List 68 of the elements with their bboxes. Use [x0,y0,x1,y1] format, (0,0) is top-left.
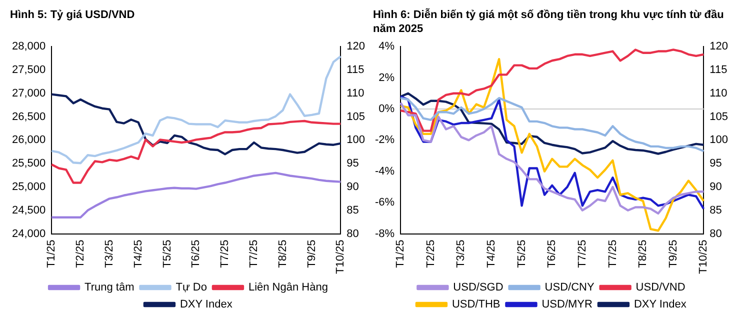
x-tick-label: T1/25 [394,240,407,268]
y2-tick-label: 80 [710,228,722,240]
x-tick-label: T10/25 [334,240,347,274]
x-tick-label: T3/25 [455,240,468,268]
y2-tick-label: 100 [346,134,366,146]
x-tick-label: T6/25 [190,240,202,268]
legend-label: USD/SGD [453,282,504,294]
legend-label: Tự Do [176,282,207,294]
y-tick-label: 25,000 [12,180,46,193]
y-tick-label: 0% [378,103,395,116]
y2-tick-label: 95 [346,158,359,170]
x-tick-label: T4/25 [132,240,144,268]
y-tick-label: -2% [375,134,395,146]
y-tick-label: 26,000 [12,134,46,146]
x-tick-label: T7/25 [576,240,588,268]
y2-tick-label: 105 [710,110,728,123]
y2-tick-label: 110 [346,87,364,100]
y2-tick-label: 115 [346,64,364,76]
y-tick-label: -6% [375,196,395,209]
y-tick-label: 4% [378,40,395,53]
y2-tick-label: 110 [710,87,728,100]
y-tick-label: 25,500 [12,158,46,170]
y-tick-label: 24,000 [12,228,46,240]
x-tick-label: T8/25 [637,240,650,268]
y2-tick-label: 85 [346,204,359,216]
x-tick-label: T1/25 [46,240,58,268]
x-tick-label: T10/25 [698,240,710,274]
legend-label: Liên Ngân Hàng [248,282,328,294]
x-tick-label: T8/25 [276,240,289,268]
y-tick-label: -8% [375,228,395,240]
y2-tick-label: 120 [710,40,728,53]
x-tick-label: T2/25 [74,240,87,268]
y-tick-label: 24,500 [12,204,46,216]
y2-tick-label: 90 [346,180,359,193]
y2-tick-label: 85 [710,204,722,216]
legend-label: USD/VND [636,282,686,294]
y2-tick-label: 105 [346,110,366,123]
x-tick-label: T6/25 [546,240,558,268]
x-tick-label: T5/25 [516,240,528,268]
legend-label: DXY Index [634,298,687,311]
legend-label: USD/MYR [542,298,593,311]
x-tick-label: T7/25 [606,240,619,268]
x-tick-label: T7/25 [248,240,260,268]
x-tick-label: T7/25 [219,240,232,268]
y-tick-label: 27,500 [12,64,46,76]
x-tick-label: T9/25 [306,240,318,268]
y2-tick-label: 90 [710,180,722,193]
x-tick-label: T3/25 [103,240,116,268]
y-tick-label: 28,000 [12,40,46,53]
chart-title: Hình 6: Diễn biến tỷ giá một số đồng tiền trong khu vực tính từ đầu năm 2025 [372,8,725,37]
y-tick-label: -4% [375,165,395,178]
y2-tick-label: 120 [346,40,366,53]
y-tick-label: 27,000 [12,87,46,100]
x-tick-label: T2/25 [424,240,437,268]
x-tick-label: T9/25 [667,240,680,268]
x-tick-label: T4/25 [486,240,498,268]
legend-label: USD/CNY [544,282,595,294]
y2-tick-label: 80 [346,228,359,240]
y2-tick-label: 95 [710,158,722,170]
x-tick-label: T5/25 [161,240,174,268]
y2-tick-label: 115 [710,64,728,76]
y2-tick-label: 100 [710,134,728,146]
y-tick-label: 2% [378,72,395,84]
legend-label: USD/THB [452,298,500,311]
legend-label: DXY Index [180,298,233,311]
legend-label: Trung tâm [84,282,134,294]
chart-title: Hình 5: Tỷ giá USD/VND [9,8,136,23]
y-tick-label: 26,500 [12,110,46,123]
